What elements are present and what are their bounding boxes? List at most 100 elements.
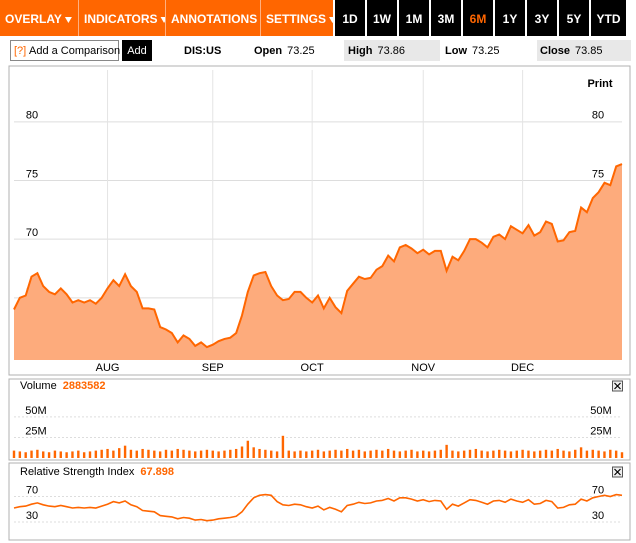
range-button[interactable]	[367, 0, 397, 36]
y-tick-label: 25M	[25, 425, 46, 437]
open-value: 73.25	[287, 45, 315, 57]
menu-label[interactable]: INDICATORS	[84, 12, 158, 26]
y-tick-label-right: 80	[592, 110, 604, 122]
volume-bar	[515, 450, 518, 458]
volume-bar	[556, 448, 559, 458]
comparison-placeholder: Add a Comparison	[29, 45, 120, 57]
rsi-line	[13, 493, 623, 522]
range-label[interactable]: 1D	[342, 12, 358, 26]
volume-bar	[246, 440, 250, 458]
price-area	[14, 164, 622, 360]
price-line	[13, 163, 623, 349]
range-button[interactable]	[431, 0, 461, 36]
y-tick-label: 50M	[25, 405, 46, 417]
range-label[interactable]: 1M	[406, 12, 423, 26]
volume-bar	[544, 449, 548, 458]
range-button[interactable]	[463, 0, 493, 36]
volume-bar	[369, 450, 372, 458]
symbol: DIS:US	[184, 45, 221, 57]
volume-bar	[36, 449, 39, 458]
range-button[interactable]	[399, 0, 429, 36]
y-tick-label-right: 30	[592, 510, 604, 522]
volume-bar	[12, 450, 16, 458]
range-button[interactable]	[559, 0, 589, 36]
volume-bar	[609, 449, 612, 458]
menu-button[interactable]	[166, 0, 260, 36]
range-label[interactable]: YTD	[597, 12, 621, 26]
volume-bar	[445, 444, 448, 458]
range-label[interactable]: 1W	[373, 12, 392, 26]
close-value: 73.85	[575, 45, 603, 57]
menu-label[interactable]: ANNOTATIONS	[171, 12, 257, 26]
low-value: 73.25	[472, 45, 500, 57]
volume-bar	[486, 451, 489, 458]
range-button[interactable]	[591, 0, 626, 36]
menu-button[interactable]	[0, 0, 78, 36]
volume-bar	[591, 449, 594, 458]
volume-bar	[24, 452, 27, 458]
volume-bar	[416, 451, 419, 458]
volume-bar	[305, 451, 308, 458]
volume-bar	[433, 450, 437, 458]
volume-bar	[176, 448, 179, 458]
range-label[interactable]: 3Y	[535, 12, 550, 26]
panel-title: Relative Strength Index	[20, 466, 135, 478]
volume-bar	[258, 448, 261, 458]
y-tick-label-right: 75	[592, 168, 604, 180]
volume-bar	[153, 450, 156, 458]
range-button[interactable]	[527, 0, 557, 36]
volume-bar	[158, 451, 162, 458]
volume-bar	[597, 450, 600, 458]
volume-bar	[492, 450, 495, 458]
volume-bar	[135, 450, 138, 458]
volume-bar	[316, 449, 320, 458]
volume-panel	[8, 378, 631, 461]
y-tick-label: 30	[26, 510, 38, 522]
volume-bar	[562, 450, 565, 458]
volume-bar	[614, 450, 618, 458]
volume-bar	[18, 451, 22, 458]
volume-bar	[603, 451, 606, 458]
volume-bar	[299, 450, 302, 458]
close-label: Close	[540, 45, 570, 57]
volume-bar	[375, 449, 378, 458]
add-button[interactable]	[122, 40, 152, 61]
menu-label[interactable]: OVERLAY	[5, 12, 62, 26]
volume-bar	[217, 451, 220, 458]
volume-bar	[480, 450, 483, 458]
panel-title: Volume	[20, 380, 57, 392]
volume-bar	[527, 450, 530, 458]
menu-button[interactable]	[261, 0, 333, 36]
volume-bar	[71, 451, 74, 458]
volume-bar	[281, 435, 285, 458]
range-button[interactable]	[335, 0, 365, 36]
range-label[interactable]: 5Y	[567, 12, 582, 26]
volume-bar	[334, 449, 337, 458]
volume-bar	[357, 449, 361, 458]
add-label[interactable]: Add	[127, 45, 147, 57]
print-button[interactable]: Print	[587, 78, 612, 90]
menu-label[interactable]: SETTINGS	[266, 12, 326, 26]
panel-last-value: 67.898	[140, 466, 174, 478]
volume-bar	[579, 447, 583, 458]
range-label[interactable]: 3M	[438, 12, 455, 26]
volume-bar	[264, 449, 267, 458]
help-icon[interactable]: [?]	[14, 45, 26, 57]
volume-bar	[322, 451, 326, 458]
volume-bar	[386, 448, 390, 458]
volume-bar	[205, 449, 209, 458]
volume-bar	[509, 451, 513, 458]
volume-bar	[381, 450, 384, 458]
volume-bar	[568, 451, 571, 458]
menu-button[interactable]	[79, 0, 165, 36]
volume-bar	[123, 445, 127, 458]
volume-bar	[112, 450, 115, 458]
comparison-input[interactable]	[10, 40, 119, 61]
range-button[interactable]	[495, 0, 525, 36]
volume-bar	[94, 450, 98, 458]
volume-bar	[550, 450, 554, 458]
volume-bar	[229, 449, 232, 458]
range-label[interactable]: 6M	[470, 12, 487, 26]
range-label[interactable]: 1Y	[503, 12, 518, 26]
volume-bar	[199, 450, 203, 458]
